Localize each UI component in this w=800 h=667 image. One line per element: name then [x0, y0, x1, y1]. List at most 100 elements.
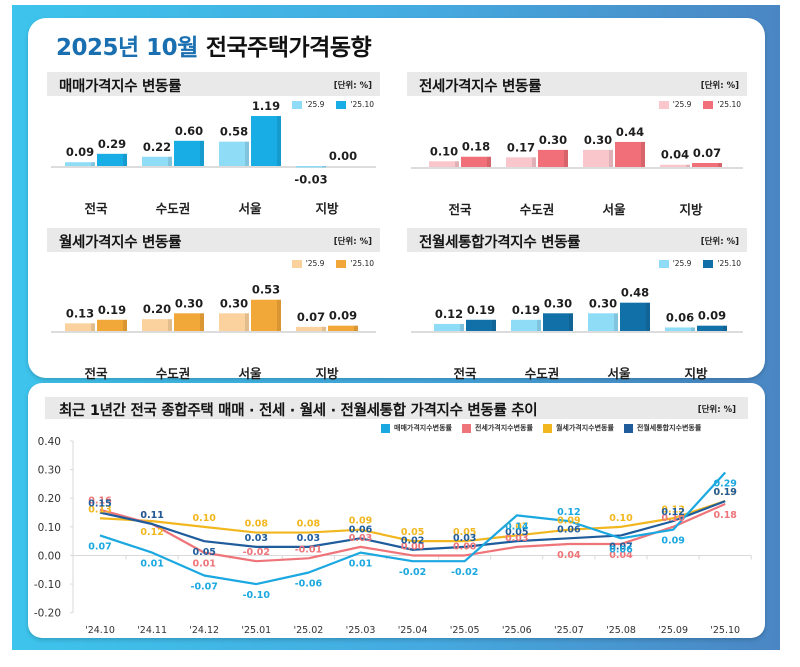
- title-main: 전국주택가격동향: [205, 35, 372, 61]
- x-tick-label: '25.08: [606, 625, 636, 636]
- bar-value-label: 0.30: [175, 296, 203, 310]
- data-label: 0.11: [140, 510, 163, 521]
- data-label: 0.09: [557, 516, 580, 527]
- legend-label: 월세가격지수변동률: [555, 424, 614, 432]
- unit-label: [단위: %]: [333, 81, 372, 91]
- legend-label: 전세가격지수변동률: [474, 424, 533, 432]
- bar-value-label: 0.44: [616, 125, 644, 139]
- bar: [660, 164, 690, 167]
- bar-value-label: 0.30: [589, 296, 617, 310]
- bar: [461, 156, 491, 167]
- category-label: 수도권: [156, 366, 191, 381]
- bar-shade: [455, 161, 459, 167]
- bar-value-label: 0.30: [544, 296, 572, 310]
- category-label: 서울: [238, 366, 262, 381]
- x-tick-label: '24.11: [137, 625, 167, 636]
- data-label: 0.29: [713, 478, 736, 489]
- legend-swatch: [623, 423, 633, 433]
- bar-shade: [123, 319, 127, 331]
- data-label: 0.13: [88, 504, 111, 515]
- chart-title: 월세가격지수 변동률: [59, 235, 182, 251]
- data-label: 0.10: [661, 513, 685, 524]
- data-label: 0.06: [349, 524, 373, 535]
- data-label: 0.18: [713, 510, 737, 521]
- bar-plot: 0.13 0.19 전국 0.20 0.30 수도권 0.30 0.53 서울 0.07 0.09 지…: [51, 283, 376, 381]
- data-label: 0.02: [401, 536, 424, 547]
- chart-header: 매매가격지수 변동률 [단위: %]: [47, 72, 380, 96]
- bar: [65, 162, 95, 166]
- chart-legend: '25.9 '25.10: [280, 100, 374, 109]
- bar-value-label: 0.19: [467, 303, 495, 317]
- bar: [506, 157, 536, 167]
- bar: [65, 323, 95, 331]
- bar-shade: [91, 323, 95, 331]
- legend-swatch: [542, 423, 552, 433]
- x-tick-label: '24.12: [189, 625, 219, 636]
- legend-label-prev-month: '25.9: [672, 259, 692, 268]
- bar: [251, 299, 281, 331]
- x-tick-label: '25.06: [502, 625, 532, 636]
- data-label: 0.07: [505, 521, 528, 532]
- data-label: 0.05: [192, 547, 215, 558]
- x-tick-label: '25.03: [346, 625, 376, 636]
- bar-shade: [322, 166, 326, 168]
- legend-swatch-prev-month: [658, 100, 669, 109]
- bar-shade: [569, 313, 573, 331]
- bar: [142, 319, 172, 331]
- bar-shade: [564, 149, 568, 167]
- chart-header: 전월세통합가격지수 변동률 [단위: %]: [407, 228, 747, 252]
- category-label: 수도권: [156, 201, 191, 216]
- y-tick-label: 0.20: [38, 493, 61, 505]
- data-label: -0.06: [295, 579, 323, 590]
- data-label: -0.01: [295, 544, 322, 555]
- bar-shade: [354, 325, 358, 331]
- legend-item-combined-rent: 전월세통합지수변동률: [623, 423, 701, 433]
- bar-value-label: 0.53: [252, 283, 280, 297]
- series-line: [99, 500, 726, 551]
- bar: [583, 149, 613, 167]
- bar-value-label: 0.09: [698, 309, 726, 323]
- line-chart-title: 최근 1년간 전국 종합주택 매매 · 전세 · 월세 · 전월세통합 가격지수…: [59, 403, 538, 419]
- category-label: 서울: [238, 201, 262, 216]
- data-label: 0.16: [88, 496, 112, 507]
- bar: [543, 313, 573, 331]
- bar-shade: [723, 325, 727, 331]
- bar-value-label: 0.12: [435, 307, 463, 321]
- bar: [296, 166, 326, 168]
- data-label: 0.14: [505, 521, 529, 532]
- monthly-rent-bar-chart: 월세가격지수 변동률 [단위: %] '25.9 '25.10 0.13 0.19…: [47, 228, 380, 381]
- line-chart-header: 최근 1년간 전국 종합주택 매매 · 전세 · 월세 · 전월세통합 가격지수…: [45, 397, 748, 419]
- data-label: 0.07: [609, 541, 632, 552]
- bar-shade: [609, 149, 613, 167]
- legend-label-prev-month: '25.9: [305, 259, 325, 268]
- line-chart-plot: 0.40 0.30 0.20 0.10 0.00 -0.10 -0.20 '24.10 '24.…: [34, 436, 752, 636]
- bar-shade: [641, 141, 645, 167]
- bar-shade: [200, 140, 204, 166]
- data-label: 0.03: [453, 533, 476, 544]
- data-label: -0.02: [243, 547, 270, 558]
- bar-shade: [277, 299, 281, 331]
- bar-value-label: 0.06: [666, 310, 694, 324]
- bar: [174, 140, 204, 166]
- bar-shade: [614, 313, 618, 331]
- y-tick-label: -0.20: [34, 608, 61, 620]
- chart-title: 전월세통합가격지수 변동률: [419, 235, 581, 251]
- data-label: 0.10: [192, 513, 216, 524]
- bar-value-label: 0.48: [621, 286, 649, 300]
- category-label: 수도권: [525, 366, 560, 381]
- bar: [328, 325, 358, 331]
- bar-shade: [718, 163, 722, 167]
- data-label: 0.08: [297, 519, 321, 530]
- data-label: 0.15: [88, 499, 111, 510]
- legend-item-jeonse: 전세가격지수변동률: [461, 423, 533, 433]
- data-label: 0.05: [453, 527, 476, 538]
- bar-value-label: 0.18: [462, 140, 490, 154]
- data-label: 0.12: [557, 507, 580, 518]
- bar-value-label: 0.00: [329, 149, 357, 163]
- bar: [588, 313, 618, 331]
- data-label: -0.02: [399, 567, 426, 578]
- bar-value-label: 0.07: [297, 310, 325, 324]
- data-label: 0.01: [192, 559, 215, 570]
- data-label: 0.00: [453, 541, 477, 552]
- bar-value-label: 0.58: [220, 125, 248, 139]
